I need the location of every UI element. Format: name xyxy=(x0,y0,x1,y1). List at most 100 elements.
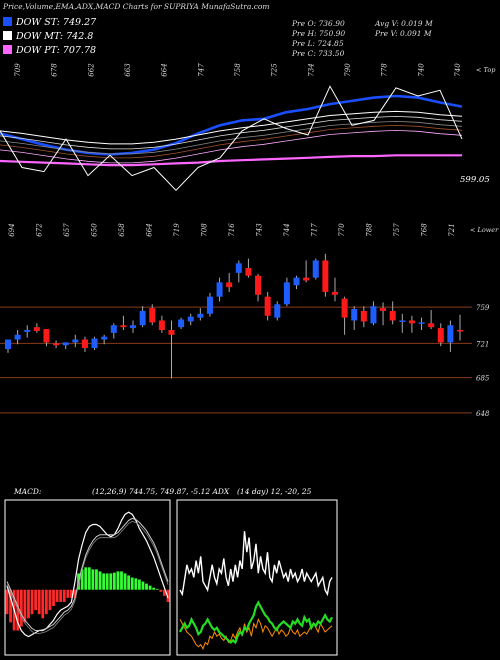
price-top-label: 757 xyxy=(393,223,401,237)
candle-body xyxy=(331,291,338,295)
candle-body xyxy=(408,320,415,324)
macd-histogram-bar xyxy=(109,573,113,590)
adx-values-text: (14 day) 12, -20, 25 xyxy=(237,487,312,496)
price-top-label: 664 xyxy=(146,223,154,236)
price-top-label: 650 xyxy=(91,223,99,237)
candle-body xyxy=(226,282,233,288)
macd-histogram-bar xyxy=(37,589,41,615)
candle-body xyxy=(235,263,242,273)
candle-body xyxy=(5,339,11,350)
candle-body xyxy=(130,325,137,329)
candle-body xyxy=(101,336,108,340)
macd-histogram-bar xyxy=(159,589,163,592)
ema-top-label: 664 xyxy=(161,63,169,76)
macd-histogram-bar xyxy=(134,578,138,590)
candle-body xyxy=(158,320,165,330)
macd-histogram-bar xyxy=(27,589,30,619)
price-top-label: 658 xyxy=(118,223,126,237)
candle-body xyxy=(197,313,204,318)
macd-histogram-bar xyxy=(120,571,123,590)
macd-panel: MACD: (12,26,9) 744.75, 749.87, -5.12 ADX xyxy=(4,487,230,656)
price-top-label: 717 xyxy=(311,223,319,237)
macd-histogram-bar xyxy=(30,589,34,615)
price-level-label: 685 xyxy=(476,375,490,383)
adx-line-di xyxy=(179,618,333,651)
macd-histogram-bar xyxy=(155,588,159,590)
quote-avg-volume: Avg V: 0.019 M xyxy=(375,19,433,28)
ema-guide-line xyxy=(0,124,463,159)
candle-body xyxy=(206,296,213,314)
ema-panel: 709 678 662 663 664 747 758 725 734 790 778 740 740 <… xyxy=(0,63,496,192)
price-top-label: 770 xyxy=(338,223,346,237)
candle-body xyxy=(293,277,300,286)
legend-dow-mt: DOW MT: 742.8 xyxy=(3,31,93,42)
ema-top-label: 678 xyxy=(51,63,59,77)
candle-body xyxy=(341,298,348,318)
candle-body xyxy=(91,338,98,349)
price-panel: 759 721 685 648 694 672 657 650 658 664 719 708 716 7… xyxy=(0,223,499,418)
macd-histogram-bar xyxy=(105,573,109,590)
macd-histogram-bar xyxy=(116,571,120,590)
ema-top-label: 758 xyxy=(234,63,242,77)
price-top-label: 788 xyxy=(366,223,374,237)
candle-body xyxy=(389,310,396,321)
candle-body xyxy=(24,330,31,332)
macd-histogram-bar xyxy=(23,589,27,623)
macd-signal-line xyxy=(6,517,169,631)
macd-histogram-bar xyxy=(48,589,52,611)
ema-line-price xyxy=(0,85,463,192)
macd-histogram-bar xyxy=(34,589,38,611)
ema-line-dow-mt xyxy=(0,110,463,145)
candle-body xyxy=(283,282,290,305)
macd-histogram-bar xyxy=(87,567,91,590)
candle-body xyxy=(322,260,329,292)
price-top-label: 768 xyxy=(421,223,429,237)
candle-body xyxy=(399,320,406,322)
chart-header-title: Price,Volume,EMA,ADX,MACD Charts for SUP… xyxy=(3,2,270,11)
macd-histogram-bar xyxy=(70,589,73,598)
legend-swatch-mt xyxy=(3,31,12,40)
ema-top-label: 725 xyxy=(271,63,279,77)
price-top-label: 672 xyxy=(36,223,44,237)
ema-guide-line xyxy=(0,120,463,155)
macd-histogram-bar xyxy=(41,589,45,619)
macd-histogram-bar xyxy=(166,589,170,602)
legend-swatch-st xyxy=(3,17,12,26)
macd-histogram-bar xyxy=(123,573,127,590)
ema-top-label: 734 xyxy=(307,63,315,76)
ema-guide-line xyxy=(0,115,463,150)
macd-histogram-bar xyxy=(73,589,77,598)
ema-line-dow-pt xyxy=(0,154,462,167)
macd-histogram-bar xyxy=(9,589,12,623)
macd-histogram-bar xyxy=(130,577,134,590)
candle-body xyxy=(53,343,60,346)
candle-body xyxy=(351,309,358,321)
adx-panel: (14 day) 12, -20, 25 xyxy=(176,487,338,656)
ema-top-label: 662 xyxy=(87,63,95,77)
legend-dow-pt: DOW PT: 707.78 xyxy=(3,45,96,56)
candle-body xyxy=(312,260,319,278)
candle-body xyxy=(447,325,454,343)
candle-body xyxy=(81,339,88,349)
candle-body xyxy=(274,304,281,318)
macd-signal-shadow xyxy=(6,520,169,634)
quote-low: Pre L: 724.85 xyxy=(292,39,344,48)
candle-body xyxy=(245,268,252,276)
quote-open: Pre O: 736.90 xyxy=(292,19,345,28)
candle-body xyxy=(457,330,463,332)
candle-body xyxy=(62,342,69,346)
quote-high: Pre H: 750.90 xyxy=(292,29,346,38)
ema-top-label: 740 xyxy=(454,63,462,77)
macd-histogram-bar xyxy=(55,589,59,602)
candle-body xyxy=(216,282,223,297)
macd-histogram-bar xyxy=(145,583,148,590)
price-right-label: < Lower xyxy=(470,226,499,234)
ema-right-label: < Top xyxy=(476,66,496,74)
ema-top-label: 790 xyxy=(344,63,352,77)
ema-top-label: 778 xyxy=(381,63,389,77)
macd-histogram-bar xyxy=(62,589,66,602)
candle-body xyxy=(437,328,444,343)
adx-line-di xyxy=(179,531,333,597)
macd-title: MACD: xyxy=(13,487,42,496)
candle-body xyxy=(380,308,387,311)
